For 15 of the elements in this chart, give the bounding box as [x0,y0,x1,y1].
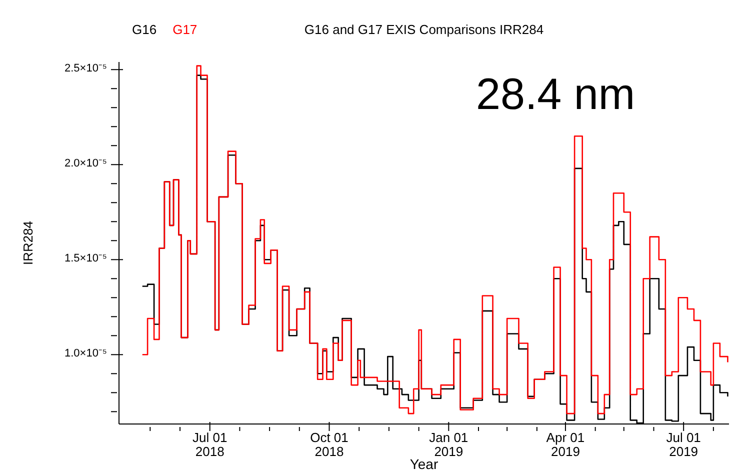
x-tick-label: Jan 01 2019 [429,430,468,459]
x-tick-label: Jul 01 2019 [666,430,701,459]
x-tick-label: Oct 01 2018 [310,430,348,459]
x-tick-label: Apr 01 2019 [546,430,585,459]
text: G17 [172,22,198,37]
x-axis-title: Year [410,456,438,471]
text: G16 [132,22,157,37]
y-tick-label: 1.5×10⁻⁵ [64,252,107,265]
y-axis-title: IRR284 [20,220,36,266]
y-tick-label: 2.5×10⁻⁵ [64,62,107,75]
y-tick-label: 2.0×10⁻⁵ [64,158,107,170]
y-tick-label: 1.0×10⁻⁵ [64,348,107,360]
wavelength-note: 28.4 nm [476,70,635,120]
x-tick-label: Jul 01 2018 [192,430,228,459]
chart-title: G16 and G17 EXIS Comparisons IRR284 [304,22,544,37]
